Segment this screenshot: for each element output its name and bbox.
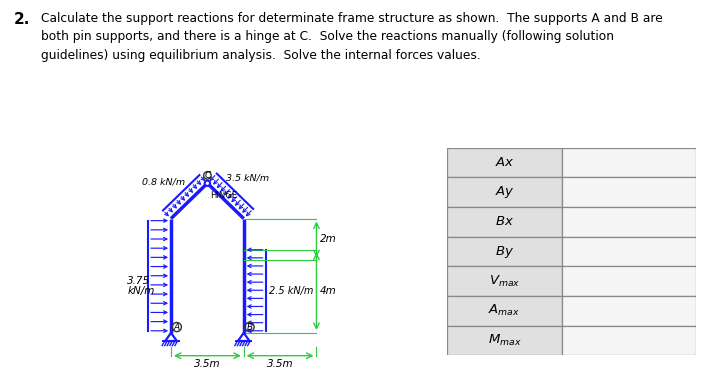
- Bar: [562, 207, 696, 237]
- Bar: [447, 296, 562, 326]
- Bar: [562, 148, 696, 177]
- Bar: [562, 296, 696, 326]
- Text: $\mathit{M}_{max}$: $\mathit{M}_{max}$: [488, 333, 522, 348]
- Text: 3.5 kN/m: 3.5 kN/m: [226, 174, 269, 183]
- Text: $\mathit{V}_{max}$: $\mathit{V}_{max}$: [489, 274, 520, 289]
- Text: HINGE: HINGE: [210, 190, 237, 200]
- Text: $\it{Bx}$: $\it{Bx}$: [495, 215, 514, 229]
- Bar: [562, 237, 696, 266]
- Text: A: A: [174, 322, 180, 331]
- Bar: [447, 148, 562, 177]
- Text: 2m: 2m: [320, 234, 336, 244]
- Text: $\it{By}$: $\it{By}$: [495, 243, 514, 260]
- Bar: [447, 237, 562, 266]
- Text: 0.8 kN/m: 0.8 kN/m: [142, 178, 184, 187]
- Text: $\mathit{A}_{max}$: $\mathit{A}_{max}$: [489, 303, 520, 318]
- Text: 3.75: 3.75: [128, 276, 151, 286]
- Circle shape: [205, 181, 210, 186]
- Bar: [447, 207, 562, 237]
- Bar: [447, 266, 562, 296]
- Text: $\it{Ax}$: $\it{Ax}$: [495, 156, 515, 169]
- Text: kN/m: kN/m: [128, 286, 155, 296]
- Text: Calculate the support reactions for determinate frame structure as shown.  The s: Calculate the support reactions for dete…: [41, 12, 662, 62]
- Bar: [447, 177, 562, 207]
- Text: 3.5m: 3.5m: [267, 359, 294, 370]
- Text: C: C: [204, 171, 210, 180]
- Bar: [562, 177, 696, 207]
- Bar: [562, 266, 696, 296]
- Text: 2.: 2.: [14, 12, 30, 27]
- Text: B: B: [247, 322, 252, 331]
- Text: 4m: 4m: [320, 286, 336, 296]
- Text: 2.5 kN/m: 2.5 kN/m: [268, 286, 313, 296]
- Text: 3.5m: 3.5m: [194, 359, 221, 370]
- Text: $\it{Ay}$: $\it{Ay}$: [495, 184, 515, 200]
- Bar: [447, 326, 562, 355]
- Bar: [562, 326, 696, 355]
